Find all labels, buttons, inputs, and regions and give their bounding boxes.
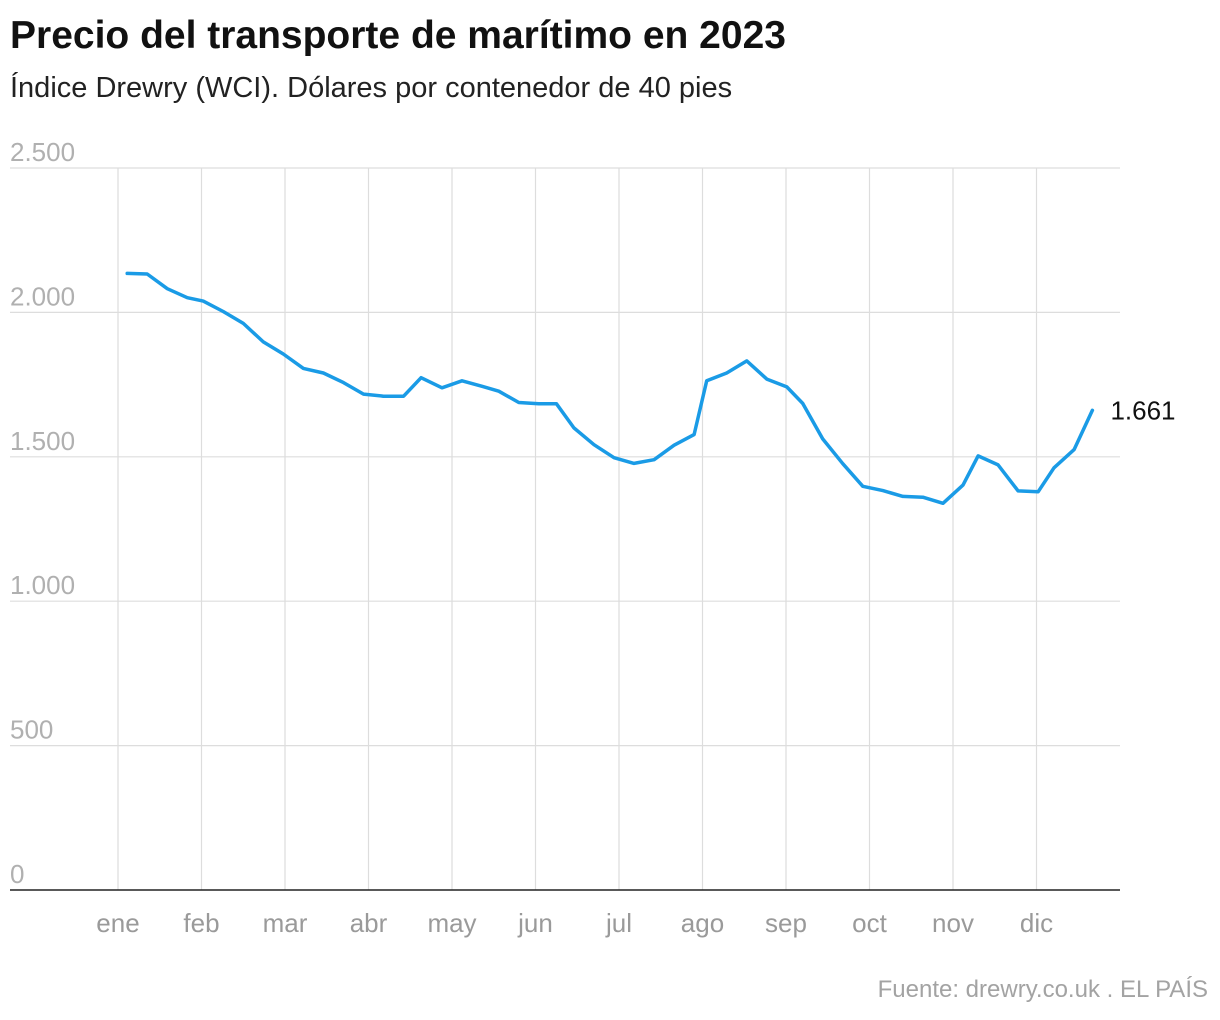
x-tick-label: mar [263,908,308,938]
source-note: Fuente: drewry.co.uk . EL PAÍS [877,976,1208,1003]
y-tick-label: 1.500 [10,426,75,456]
chart-title: Precio del transporte de marítimo en 202… [10,14,786,57]
y-tick-label: 500 [10,715,53,745]
y-tick-label: 0 [10,859,24,889]
y-tick-label: 2.000 [10,281,75,311]
x-tick-label: may [427,908,476,938]
x-tick-label: jun [517,908,553,938]
y-tick-label: 2.500 [10,137,75,167]
x-tick-label: abr [350,908,388,938]
x-tick-label: sep [765,908,807,938]
x-tick-label: oct [852,908,887,938]
x-tick-label: nov [932,908,974,938]
x-tick-label: ago [681,908,724,938]
end-value-label: 1.661 [1110,395,1175,425]
y-tick-label: 1.000 [10,570,75,600]
chart-subtitle: Índice Drewry (WCI). Dólares por contene… [10,72,733,104]
x-tick-label: jul [605,908,632,938]
x-tick-label: ene [96,908,139,938]
x-tick-label: dic [1020,908,1053,938]
series-line [125,271,1095,506]
x-tick-label: feb [183,908,219,938]
